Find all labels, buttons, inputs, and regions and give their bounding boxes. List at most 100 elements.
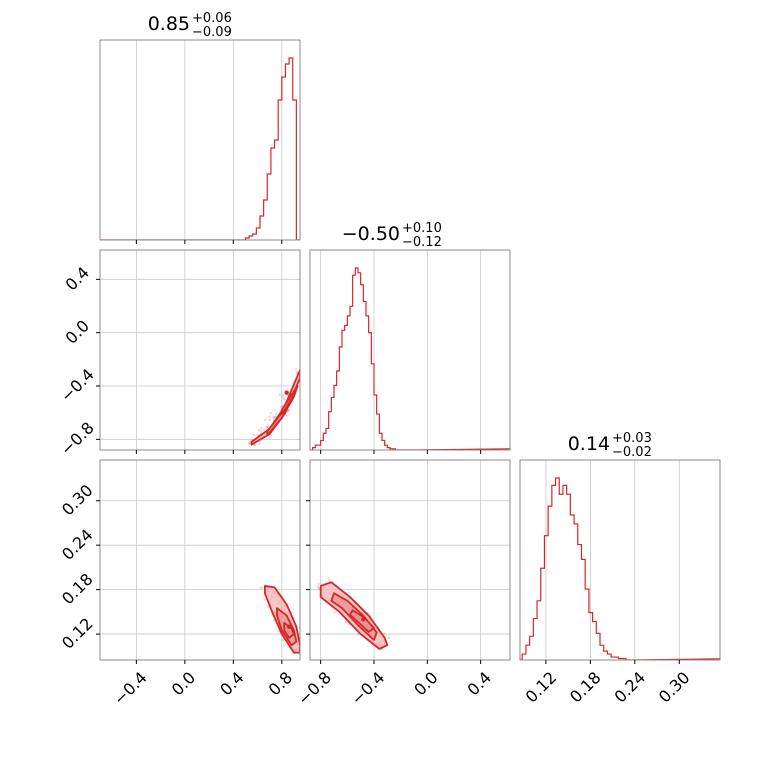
title-value: −0.50 xyxy=(342,223,400,245)
panel-title-2: 0.14 +0.03−0.02 xyxy=(568,431,652,460)
x-tick-label: −0.4 xyxy=(110,668,151,709)
pair-panel-2 xyxy=(316,577,390,651)
panel-frame xyxy=(309,459,511,661)
panel-frame xyxy=(99,39,301,241)
pair-panel-1 xyxy=(260,585,303,655)
scatter-point xyxy=(268,419,271,422)
x-tick-label: −0.8 xyxy=(294,668,335,709)
x-tick-label: 0.4 xyxy=(464,668,495,699)
x-tick-label: 0.12 xyxy=(522,668,561,707)
y-tick-label: 0.30 xyxy=(58,481,97,520)
panel-title-0: 0.85 +0.06−0.09 xyxy=(148,11,232,40)
title-minus-error: −0.12 xyxy=(402,235,442,250)
scatter-point xyxy=(387,636,390,640)
scatter-point xyxy=(268,415,271,418)
x-tick-label: 0.0 xyxy=(168,668,199,699)
scatter-point xyxy=(258,442,261,446)
x-tick-label: −0.4 xyxy=(347,668,388,709)
x-tick-label: 0.24 xyxy=(611,668,650,707)
title-plus-error: +0.06 xyxy=(192,11,232,26)
scatter-point xyxy=(286,414,289,417)
x-tick-label: 0.18 xyxy=(566,668,605,707)
scatter-point xyxy=(301,646,303,648)
panel-frame xyxy=(519,459,721,661)
scatter-point xyxy=(301,370,303,372)
title-minus-error: −0.02 xyxy=(612,445,652,460)
frames-layer xyxy=(99,39,721,661)
scatter-point xyxy=(260,427,263,430)
pair-panel-0 xyxy=(248,368,304,446)
scatter-point xyxy=(294,368,298,371)
scatter-point xyxy=(316,585,320,589)
x-tick-label: 0.8 xyxy=(265,668,296,699)
scatter-point xyxy=(317,587,320,590)
scatter-point xyxy=(301,370,303,372)
scatter-point xyxy=(344,620,347,624)
histogram-1 xyxy=(310,267,510,450)
titles-layer: 0.85 +0.06−0.09−0.50 +0.10−0.120.14 +0.03−0… xyxy=(148,11,652,460)
scatter-point xyxy=(253,443,257,446)
density-peak xyxy=(284,390,289,395)
scatter-point xyxy=(301,371,303,373)
scatter-point xyxy=(327,577,331,581)
y-tick-label: 0.24 xyxy=(58,525,97,564)
scatter-point xyxy=(262,428,266,432)
scatter-point xyxy=(272,417,275,420)
panel-title-1: −0.50 +0.10−0.12 xyxy=(342,221,442,250)
scatter-point xyxy=(317,582,320,586)
title-minus-error: −0.09 xyxy=(192,25,232,40)
scatter-point xyxy=(282,638,285,642)
y-tick-label: 0.12 xyxy=(58,614,97,653)
x-tick-label: 0.0 xyxy=(410,668,441,699)
scatter-point xyxy=(302,372,304,374)
histogram-2 xyxy=(520,477,720,660)
density-peak xyxy=(286,624,292,629)
scatter-point xyxy=(302,370,304,372)
contour-level-2 xyxy=(280,393,295,415)
title-value: 0.14 xyxy=(568,433,610,455)
scatter-point xyxy=(263,598,266,602)
y-tick-label: 0.18 xyxy=(58,570,97,609)
scatter-point xyxy=(265,425,269,429)
panel-frame xyxy=(99,249,301,451)
density-peak xyxy=(361,617,366,622)
scatter-point xyxy=(259,430,263,433)
x-tick-label: 0.30 xyxy=(655,668,694,707)
y-tick-label: 0.4 xyxy=(62,263,93,294)
scatter-point xyxy=(248,441,251,445)
scatter-point xyxy=(266,426,269,429)
scatter-point xyxy=(274,415,277,419)
scatter-point xyxy=(287,409,291,412)
histogram-0 xyxy=(100,57,300,240)
scatter-point xyxy=(257,428,261,432)
grid-layer xyxy=(100,40,680,660)
panel-frame xyxy=(309,249,511,451)
scatter-point xyxy=(272,619,276,622)
scatter-point xyxy=(272,415,276,418)
scatter-point xyxy=(356,633,360,636)
scatter-point xyxy=(282,396,285,400)
scatter-point xyxy=(287,409,290,412)
scatter-point xyxy=(279,405,283,409)
title-value: 0.85 xyxy=(148,13,190,35)
scatter-point xyxy=(278,393,281,396)
title-plus-error: +0.03 xyxy=(612,431,652,446)
scatter-point xyxy=(269,412,272,415)
y-tick-label: 0.0 xyxy=(62,316,93,347)
scatter-point xyxy=(300,373,302,375)
scatter-point xyxy=(295,371,298,374)
scatter-point xyxy=(260,586,263,589)
scatter-point xyxy=(268,436,271,440)
x-tick-label: 0.4 xyxy=(216,668,247,699)
y-tick-label: −0.8 xyxy=(57,418,98,459)
data-layer xyxy=(100,57,720,660)
scatter-point xyxy=(300,642,302,644)
contour-level-0 xyxy=(250,369,300,446)
scatter-point xyxy=(264,418,267,422)
scatter-point xyxy=(333,611,336,614)
panel-frame xyxy=(99,459,301,661)
scatter-point xyxy=(281,394,284,397)
scatter-point xyxy=(275,412,278,416)
scatter-point xyxy=(252,433,255,437)
